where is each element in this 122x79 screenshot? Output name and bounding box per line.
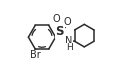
Text: Br: Br	[30, 50, 41, 60]
Text: O: O	[52, 14, 60, 24]
Text: O: O	[64, 17, 71, 27]
Text: N: N	[66, 36, 73, 46]
Text: H: H	[66, 43, 72, 52]
Text: S: S	[56, 25, 64, 38]
